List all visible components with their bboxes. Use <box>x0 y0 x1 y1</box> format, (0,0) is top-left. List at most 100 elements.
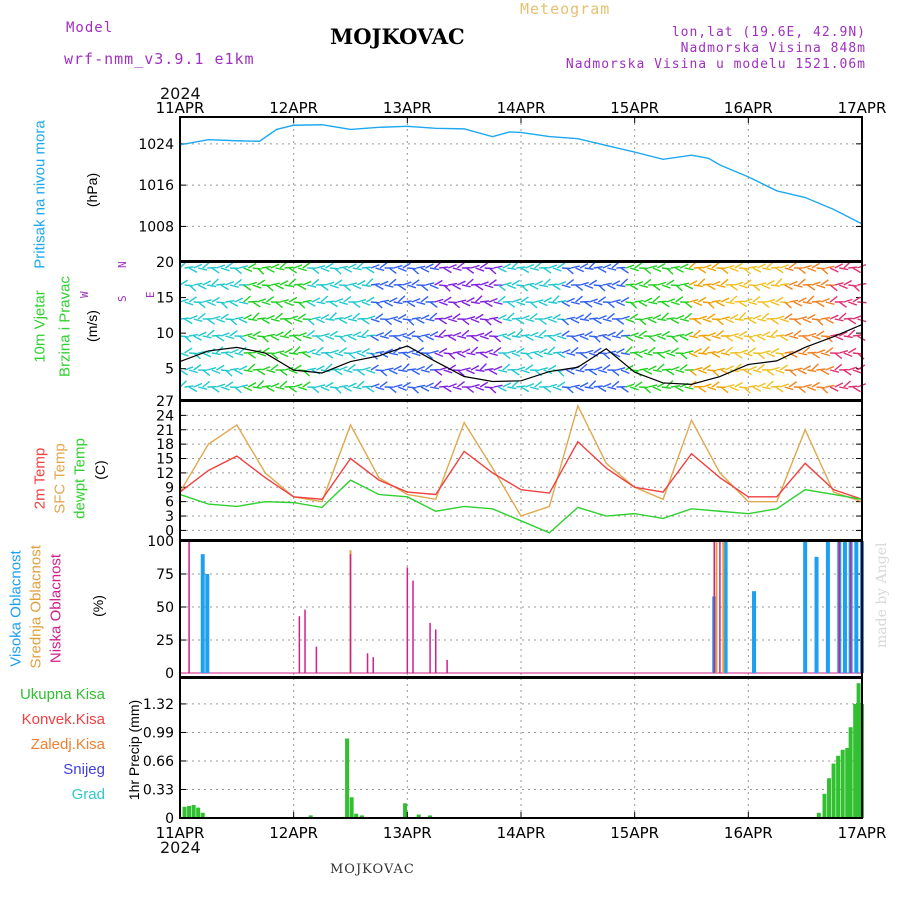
wind-barb <box>256 369 266 376</box>
wind-barb <box>588 380 597 388</box>
wind-barb <box>325 335 335 340</box>
wind-barb <box>315 346 324 354</box>
wind-barb <box>557 300 567 303</box>
x-tick-label: 14APR <box>497 99 546 117</box>
wind-barb <box>575 267 585 273</box>
wind-barb <box>275 312 283 320</box>
y-tick-label: 15 <box>156 452 174 468</box>
wind-barb <box>598 369 608 374</box>
wind-barb <box>511 369 520 376</box>
x-tick-label: 12APR <box>269 824 318 842</box>
wind-barb <box>507 284 516 290</box>
wind-barb <box>820 352 830 357</box>
wind-barb <box>493 347 502 354</box>
wind-barb <box>779 318 789 323</box>
wind-barb <box>329 284 339 289</box>
wind-barb <box>602 282 612 286</box>
wind-barb <box>820 267 829 275</box>
wind-barb <box>211 315 221 320</box>
wind-barb <box>275 301 284 309</box>
wind-barb <box>188 284 197 292</box>
wind-barb <box>188 314 198 320</box>
wind-barb <box>752 369 762 374</box>
wind-barb <box>525 382 535 388</box>
wind-barb <box>388 369 398 375</box>
wind-barb <box>539 284 549 288</box>
wind-barb <box>693 366 703 371</box>
cloud-bar <box>825 541 830 674</box>
wind-barb <box>584 330 593 337</box>
wind-barb <box>743 279 752 286</box>
wind-barb <box>266 333 276 337</box>
wind-barb <box>620 278 629 286</box>
wind-barb <box>457 299 467 303</box>
wind-barb <box>697 296 707 303</box>
cloud-bar <box>349 554 352 674</box>
wind-barb <box>443 315 453 320</box>
x-tick-label: 11APR <box>156 824 205 842</box>
wind-barb <box>366 267 375 274</box>
wind-barb <box>266 386 275 392</box>
wind-barb <box>620 267 629 274</box>
wind-barb <box>448 282 458 286</box>
wind-barb <box>652 386 662 392</box>
wind-barb <box>616 348 625 354</box>
wind-barb <box>206 329 215 337</box>
wind-barb <box>407 368 417 371</box>
wind-barb <box>648 265 658 269</box>
wind-barb <box>638 318 647 326</box>
wind-barb <box>488 369 498 375</box>
wind-barb <box>652 267 662 273</box>
wind-barb <box>247 382 257 388</box>
wind-barb <box>739 349 748 354</box>
panel-frame-temperature <box>179 400 863 541</box>
wind-barb <box>679 282 690 286</box>
model-value: wrf-nmm_v3.9.1 e1km <box>64 50 255 68</box>
wind-barb <box>548 318 557 323</box>
wind-barb <box>775 315 785 320</box>
wind-barb <box>411 297 421 303</box>
wind-barb <box>752 333 762 337</box>
wind-barb <box>288 296 298 303</box>
wind-barb <box>757 335 766 341</box>
wind-barb <box>666 267 674 275</box>
wind-barb <box>352 267 362 271</box>
y-tick-label: 24 <box>156 408 174 424</box>
cloud-bar <box>188 541 190 674</box>
wind-barb <box>684 386 694 390</box>
wind-barb <box>675 333 685 337</box>
wind-barb <box>225 262 234 269</box>
wind-barb <box>193 318 203 323</box>
wind-barb <box>816 330 825 337</box>
wind-barb <box>420 284 429 292</box>
wind-barb <box>352 301 361 308</box>
wind-barb <box>725 346 733 354</box>
wind-barb <box>666 352 676 357</box>
wind-barb <box>497 314 507 320</box>
wind-barb <box>548 383 558 388</box>
wind-barb <box>743 298 753 303</box>
wind-barb <box>339 384 349 388</box>
wind-barb <box>420 314 430 320</box>
wind-barb <box>343 386 352 392</box>
wind-barb <box>352 284 362 290</box>
wind-barb <box>697 386 707 393</box>
wind-barb <box>729 284 738 291</box>
wind-barb <box>429 267 440 271</box>
wind-barb <box>229 367 239 371</box>
y-tick-label: 15 <box>156 291 174 307</box>
wind-barb <box>525 318 535 323</box>
wind-barb <box>452 386 462 391</box>
x-tick-label: 16APR <box>724 99 773 117</box>
wind-barb <box>616 284 626 288</box>
precip-bar <box>856 683 861 818</box>
wind-barb <box>265 284 274 292</box>
wind-barb <box>198 267 208 271</box>
y-tick-label: 0.99 <box>143 725 174 741</box>
wind-barb <box>279 280 289 286</box>
compass-east-label: E <box>144 291 157 298</box>
wind-barb <box>343 284 352 292</box>
wind-barb <box>343 333 353 337</box>
wind-barb <box>388 316 399 320</box>
wind-barb <box>466 352 476 356</box>
